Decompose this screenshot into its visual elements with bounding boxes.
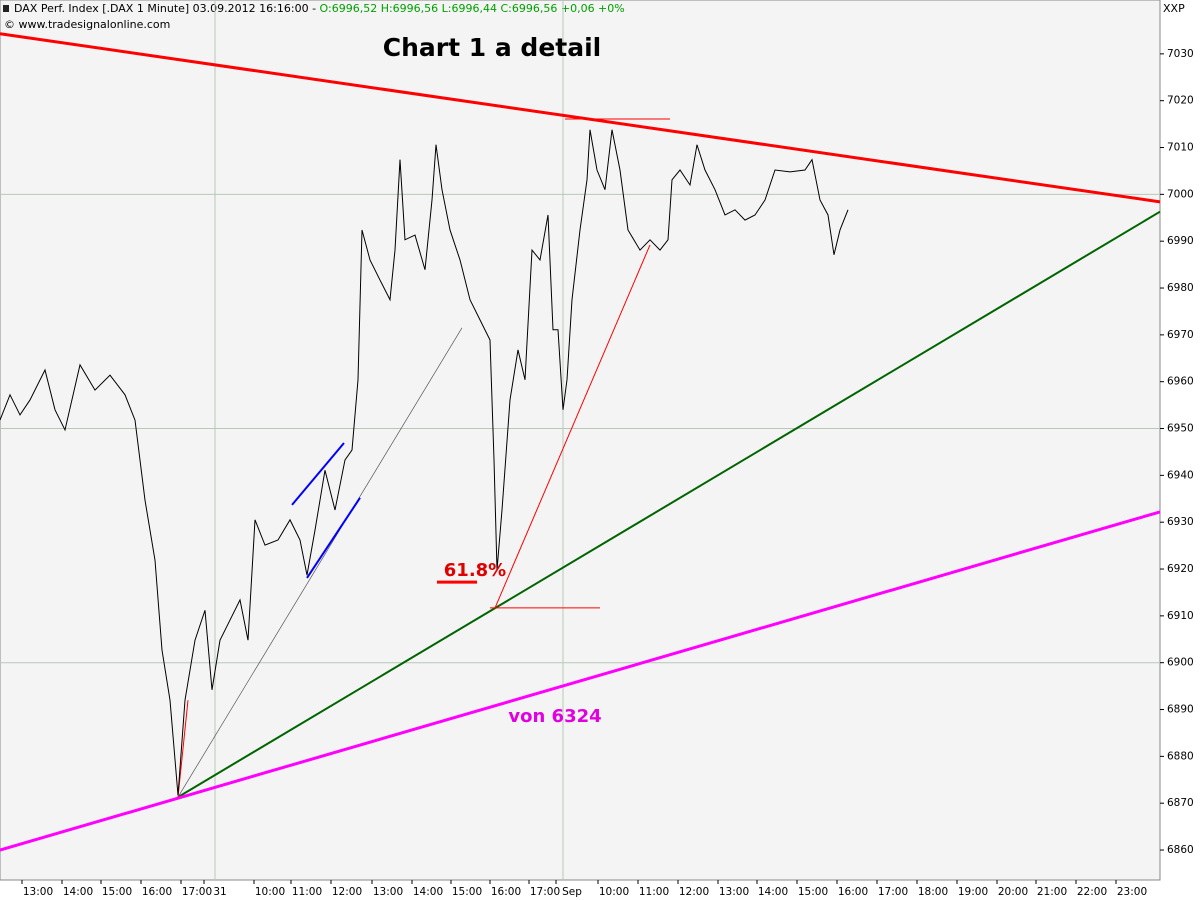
x-tick-label: 19:00 (958, 886, 988, 898)
x-tick-label: Sep (562, 886, 582, 898)
x-tick-label: 14:00 (758, 886, 788, 898)
trendline (177, 700, 189, 798)
y-tick-label: 6940 (1167, 469, 1194, 481)
quote: O:6996,52 H:6996,56 L:6996,44 C:6996,56 … (320, 2, 625, 15)
y-tick-label: 6910 (1167, 610, 1194, 622)
x-tick-label: 23:00 (1117, 886, 1147, 898)
x-tick-label: 16:00 (142, 886, 172, 898)
y-tick-label: 6870 (1167, 797, 1194, 809)
annotation: von 6324 (508, 706, 601, 727)
y-tick-label: 6980 (1167, 282, 1194, 294)
x-tick-label: 17:00 (182, 886, 212, 898)
header-text: DAX Perf. Index [.DAX 1 Minute] 03.09.20… (14, 2, 316, 15)
y-tick-label: 6900 (1167, 657, 1194, 669)
x-tick-label: 15:00 (102, 886, 132, 898)
y-tick-label: 6930 (1167, 516, 1194, 528)
price-line (0, 129, 849, 796)
x-tick-label: 22:00 (1077, 886, 1107, 898)
x-tick-label: 13:00 (373, 886, 403, 898)
x-tick-label: 18:00 (918, 886, 948, 898)
x-tick-label: 17:00 (878, 886, 908, 898)
x-tick-label: 12:00 (679, 886, 709, 898)
y-tick-label: 6950 (1167, 423, 1194, 435)
x-tick-label: 16:00 (838, 886, 868, 898)
icon (3, 5, 9, 12)
x-tick-label: 13:00 (719, 886, 749, 898)
trendline (0, 510, 1161, 852)
y-tick-label: 6890 (1167, 704, 1194, 716)
x-tick-label: 31 (213, 886, 226, 898)
trendline (494, 244, 651, 609)
x-tick-label: 17:00 (530, 886, 560, 898)
y-tick-label: 6990 (1167, 235, 1194, 247)
y-tick-label: 6960 (1167, 376, 1194, 388)
x-tick-label: 13:00 (23, 886, 53, 898)
x-tick-label: 15:00 (452, 886, 482, 898)
axis-label: XXP (1163, 2, 1185, 15)
y-tick-label: 7000 (1167, 188, 1194, 200)
chart-title: Chart 1 a detail (383, 33, 601, 62)
y-tick-label: 7010 (1167, 142, 1194, 154)
x-tick-label: 11:00 (639, 886, 669, 898)
trendline (0, 32, 1161, 204)
y-tick-label: 7030 (1167, 48, 1194, 60)
trendline (291, 442, 345, 506)
trendline (177, 327, 463, 798)
y-tick-label: 6860 (1167, 844, 1194, 856)
annotation: 61.8% (444, 560, 506, 581)
x-tick-label: 20:00 (998, 886, 1028, 898)
x-tick-label: 10:00 (599, 886, 629, 898)
trendline (177, 210, 1161, 798)
x-tick-label: 10:00 (255, 886, 285, 898)
y-tick-label: 6970 (1167, 329, 1194, 341)
x-tick-label: 16:00 (491, 886, 521, 898)
y-tick-label: 6880 (1167, 750, 1194, 762)
plot-area (0, 0, 1161, 881)
x-tick-label: 14:00 (413, 886, 443, 898)
source: © www.tradesignalonline.com (4, 18, 170, 31)
x-tick-label: 15:00 (798, 886, 828, 898)
y-tick-label: 7020 (1167, 95, 1194, 107)
x-tick-label: 11:00 (292, 886, 322, 898)
y-tick-label: 6920 (1167, 563, 1194, 575)
trendline (306, 497, 361, 579)
x-tick-label: 14:00 (63, 886, 93, 898)
x-tick-label: 12:00 (332, 886, 362, 898)
x-tick-label: 21:00 (1037, 886, 1067, 898)
header: DAX Perf. Index [.DAX 1 Minute] 03.09.20… (14, 2, 625, 15)
